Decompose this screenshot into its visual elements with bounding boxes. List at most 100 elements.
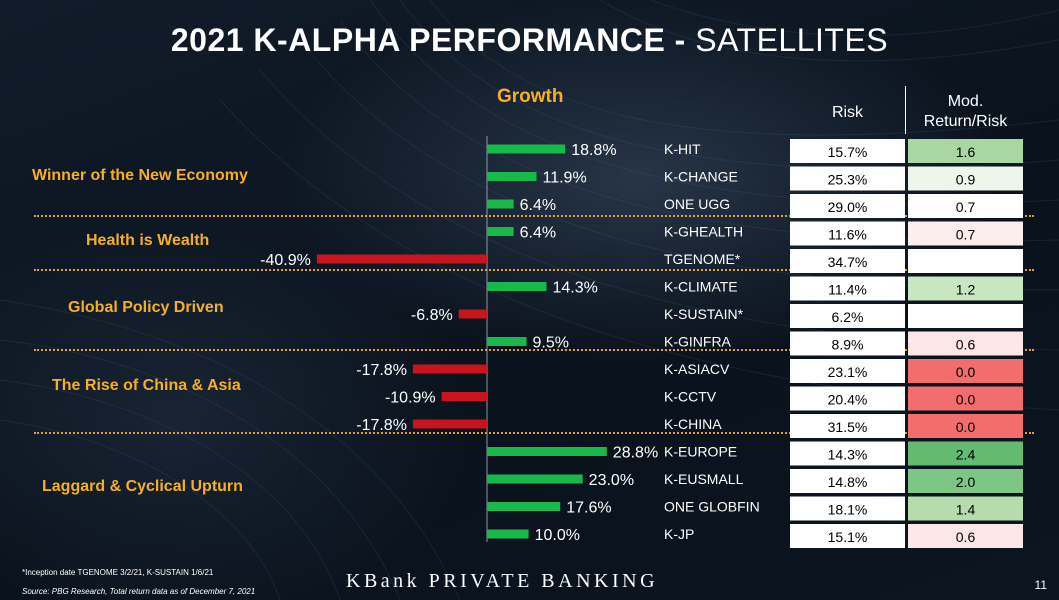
mod-return-risk-value: 2.0 xyxy=(956,474,976,490)
risk-cell xyxy=(790,276,905,301)
page-title: 2021 K-ALPHA PERFORMANCE - SATELLITES xyxy=(0,22,1059,59)
risk-value: 15.7% xyxy=(828,144,868,160)
risk-value: 8.9% xyxy=(832,337,864,353)
mod-return-risk-cell xyxy=(908,441,1023,466)
risk-value: 29.0% xyxy=(828,199,868,215)
risk-value: 15.1% xyxy=(828,529,868,545)
fund-ticker-label: ONE UGG xyxy=(664,196,730,212)
mod-return-risk-cell xyxy=(908,414,1023,438)
bar-value-label: 10.0% xyxy=(535,527,580,544)
risk-cell xyxy=(790,469,905,493)
risk-value: 20.4% xyxy=(828,392,868,408)
fund-ticker-label: K-ASIACV xyxy=(664,361,730,377)
risk-value: 6.2% xyxy=(832,309,864,325)
fund-ticker-label: K-EUROPE xyxy=(664,444,737,460)
bar xyxy=(487,227,514,236)
mod-return-risk-cell xyxy=(908,359,1023,383)
mod-return-risk-cell xyxy=(908,249,1023,273)
risk-cell xyxy=(790,441,905,466)
mod-return-risk-cell xyxy=(908,386,1023,411)
risk-cell xyxy=(790,249,905,273)
mod-return-risk-value: 0.6 xyxy=(956,529,976,545)
group-label-cyclical: Laggard & Cyclical Upturn xyxy=(42,478,243,495)
mod-return-risk-cell xyxy=(908,304,1023,328)
mod-return-risk-cell xyxy=(908,221,1023,246)
bar xyxy=(316,254,487,264)
mod-header-line1: Mod. xyxy=(947,93,984,110)
fund-ticker-label: K-HIT xyxy=(664,141,701,157)
bar xyxy=(487,502,561,511)
title-dash: - xyxy=(665,22,696,58)
mod-return-risk-cell xyxy=(908,331,1023,356)
bar-value-label: 23.0% xyxy=(589,472,634,489)
bar xyxy=(458,309,487,319)
inception-footnote: *Inception date TGENOME 3/2/21, K-SUSTAI… xyxy=(22,568,214,577)
bar-value-label: -17.8% xyxy=(356,362,407,379)
risk-value: 14.8% xyxy=(828,474,868,490)
risk-cell xyxy=(790,166,905,191)
fund-ticker-label: K-CHANGE xyxy=(664,169,738,185)
bar xyxy=(487,282,547,291)
mod-return-risk-value: 2.4 xyxy=(956,447,976,463)
risk-value: 11.4% xyxy=(828,282,867,298)
group-separator xyxy=(34,349,1034,351)
mod-return-risk-value: 1.4 xyxy=(956,502,976,518)
bar xyxy=(487,144,566,154)
mod-return-risk-cell xyxy=(908,496,1023,521)
mod-return-risk-value: 0.7 xyxy=(956,227,976,243)
risk-cell xyxy=(790,414,905,438)
mod-return-risk-value: 1.2 xyxy=(956,282,976,298)
group-label-policy: Global Policy Driven xyxy=(68,299,224,316)
group-label-health: Health is Wealth xyxy=(86,232,210,249)
mod-return-risk-cell xyxy=(908,194,1023,218)
bar xyxy=(487,199,514,209)
risk-value: 23.1% xyxy=(828,364,868,380)
mod-return-risk-cell xyxy=(908,139,1023,163)
risk-cell xyxy=(790,221,905,246)
risk-cell xyxy=(790,139,905,163)
fund-ticker-label: K-EUSMALL xyxy=(664,471,744,487)
risk-value: 25.3% xyxy=(828,172,868,188)
title-sub: SATELLITES xyxy=(695,22,889,58)
risk-value: 31.5% xyxy=(828,419,868,435)
mod-return-risk-value: 0.0 xyxy=(956,364,976,380)
fund-ticker-label: ONE GLOBFIN xyxy=(664,499,760,515)
mod-return-risk-cell xyxy=(908,469,1023,493)
mod-return-risk-cell xyxy=(908,524,1023,548)
fund-ticker-label: K-JP xyxy=(664,526,694,542)
mod-return-risk-value: 0.0 xyxy=(956,419,976,435)
fund-ticker-label: K-SUSTAIN* xyxy=(664,306,744,322)
header-divider xyxy=(905,86,906,134)
mod-return-risk-cell xyxy=(908,166,1023,191)
mod-return-risk-column-header: Mod. Return/Risk xyxy=(908,92,1023,132)
bar-value-label: 14.3% xyxy=(552,280,597,297)
fund-ticker-label: K-CHINA xyxy=(664,416,722,432)
mod-header-line2: Return/Risk xyxy=(923,113,1008,130)
bar xyxy=(487,474,583,484)
brand-logo-text: KBank PRIVATE BANKING xyxy=(346,570,659,592)
mod-return-risk-cell xyxy=(908,276,1023,301)
page-number: 11 xyxy=(1034,578,1047,592)
fund-ticker-label: K-CCTV xyxy=(664,389,717,405)
bar xyxy=(487,447,607,456)
bar xyxy=(412,419,487,429)
risk-cell xyxy=(790,194,905,218)
group-separator xyxy=(34,432,1034,434)
bar xyxy=(412,364,487,374)
risk-cell xyxy=(790,386,905,411)
risk-value: 18.1% xyxy=(828,502,868,518)
fund-ticker-label: K-GHEALTH xyxy=(664,224,743,240)
risk-cell xyxy=(790,304,905,328)
bar-value-label: 6.4% xyxy=(520,225,556,242)
risk-value: 14.3% xyxy=(828,447,868,463)
mod-return-risk-value: 0.6 xyxy=(956,337,976,353)
bar xyxy=(487,529,529,539)
risk-cell xyxy=(790,524,905,548)
bar-value-label: 17.6% xyxy=(566,500,611,517)
mod-return-risk-value: 0.0 xyxy=(956,392,976,408)
title-main: 2021 K-ALPHA PERFORMANCE xyxy=(170,22,666,58)
risk-value: 34.7% xyxy=(828,254,868,270)
group-label-china-asia: The Rise of China & Asia xyxy=(52,377,241,394)
